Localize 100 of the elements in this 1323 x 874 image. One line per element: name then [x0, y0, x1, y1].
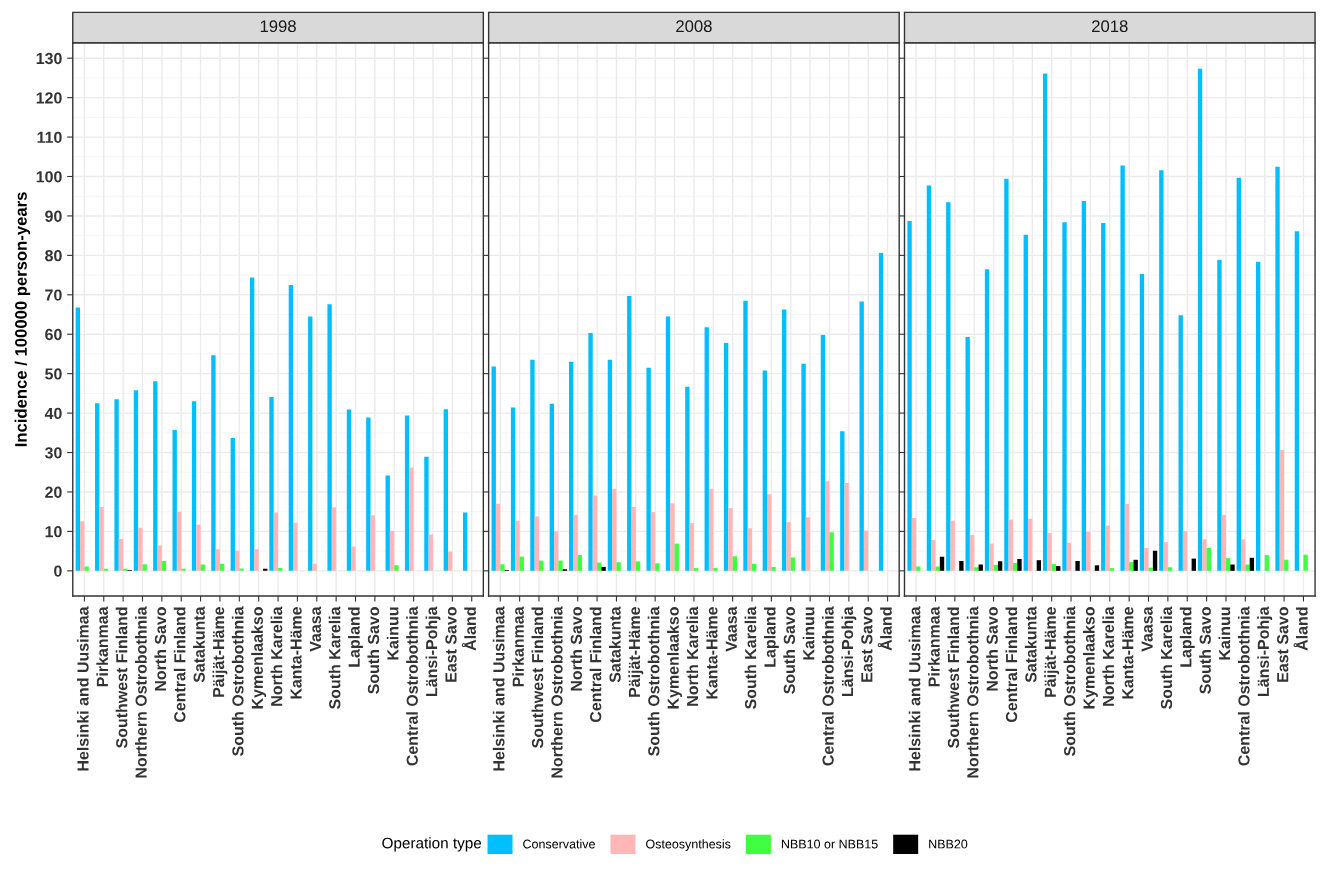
- bar: [1023, 234, 1028, 571]
- bar: [693, 568, 699, 571]
- bar: [157, 545, 162, 571]
- x-tick-label: East Savo: [445, 607, 457, 682]
- bar: [515, 520, 520, 571]
- x-tick-label: Kanta-Häme: [706, 607, 718, 699]
- bar: [713, 568, 718, 571]
- x-tick-label: Northern Ostrobothnia: [550, 606, 563, 778]
- bar: [1182, 531, 1188, 571]
- x-tick-label: Central Ostrobothnia: [406, 606, 418, 766]
- bar: [747, 528, 753, 571]
- x-tick-label: North Karelia: [686, 606, 699, 706]
- bar: [293, 522, 298, 571]
- legend-label: NBB10 or NBB15: [781, 839, 878, 849]
- bar: [916, 566, 921, 571]
- chart-title: 2008: [676, 20, 712, 33]
- bar: [278, 568, 283, 571]
- bar: [331, 507, 337, 571]
- bar: [1042, 73, 1048, 571]
- bar: [931, 540, 936, 571]
- bar: [993, 564, 998, 571]
- bar: [708, 488, 714, 571]
- bar: [196, 524, 201, 571]
- x-tick-label: South Ostrobothnia: [231, 606, 244, 756]
- bar: [569, 361, 574, 571]
- bar: [1230, 564, 1235, 571]
- bar: [1249, 557, 1255, 571]
- bar: [409, 467, 414, 571]
- x-tick-label: Central Finland: [589, 607, 602, 723]
- bar: [424, 456, 429, 571]
- bar: [670, 503, 675, 571]
- bar: [926, 185, 932, 571]
- bar: [558, 560, 563, 571]
- bar: [631, 506, 636, 571]
- bar: [366, 417, 371, 571]
- x-tick-label: North Savo: [986, 607, 998, 691]
- x-tick-label: Lapland: [348, 607, 363, 667]
- x-tick-label: North Karelia: [270, 606, 283, 706]
- bar: [133, 390, 139, 571]
- bar: [728, 508, 733, 571]
- bar: [607, 359, 613, 571]
- bar: [99, 506, 104, 571]
- x-tick-label: Länsi-Pohja: [425, 606, 441, 696]
- x-tick-label: Satakunta: [1024, 606, 1037, 683]
- x-tick-label: Southwest Finland: [115, 607, 128, 748]
- bar: [573, 514, 578, 571]
- bar: [732, 556, 737, 571]
- bar: [1202, 539, 1207, 571]
- x-tick-label: Kainuu: [802, 607, 815, 660]
- x-tick-label: North Savo: [154, 607, 167, 691]
- bar: [752, 563, 757, 571]
- bar: [1109, 568, 1115, 571]
- bar: [312, 563, 317, 571]
- y-tick-label: 130: [36, 52, 62, 65]
- x-tick-label: Central Finland: [1005, 607, 1018, 723]
- y-tick-label: 60: [45, 328, 62, 341]
- bar: [428, 534, 433, 571]
- bar: [989, 543, 994, 571]
- x-tick-label: Central Ostrobothnia: [822, 606, 834, 766]
- bar: [254, 549, 259, 571]
- bar: [346, 409, 352, 571]
- bar: [1178, 315, 1183, 571]
- bar: [1217, 260, 1222, 571]
- y-tick-label: 100: [36, 171, 62, 183]
- bar: [1264, 555, 1270, 571]
- bar: [723, 342, 729, 571]
- bar: [95, 403, 100, 571]
- bar: [1066, 542, 1072, 571]
- x-tick-label: East Savo: [1277, 607, 1289, 682]
- bar: [1129, 562, 1134, 571]
- bar: [601, 566, 606, 571]
- x-tick-label: Central Finland: [173, 607, 186, 723]
- x-tick-label: Åland: [461, 607, 476, 651]
- bar: [447, 551, 453, 571]
- bar: [911, 517, 917, 571]
- bar: [1133, 559, 1138, 571]
- bar: [463, 512, 468, 571]
- bar: [495, 503, 501, 571]
- bar: [172, 430, 177, 571]
- x-tick-label: Satakunta: [193, 606, 205, 683]
- x-tick-label: Länsi-Pohja: [841, 606, 857, 696]
- y-tick-label: 20: [45, 486, 62, 498]
- bar: [935, 566, 940, 571]
- x-tick-label: North Karelia: [1102, 606, 1115, 706]
- bar: [674, 543, 679, 571]
- y-tick-label: 120: [36, 92, 62, 104]
- bar: [273, 512, 279, 571]
- bar: [1004, 178, 1009, 571]
- bar: [219, 563, 225, 571]
- bar: [1036, 560, 1042, 571]
- x-tick-label: South Ostrobothnia: [647, 606, 660, 756]
- bar: [782, 309, 787, 571]
- bar: [1294, 231, 1300, 571]
- bar: [176, 511, 182, 571]
- y-tick-label: 40: [44, 407, 62, 420]
- bar: [1139, 273, 1145, 571]
- bar: [1236, 177, 1241, 571]
- bar: [939, 556, 945, 571]
- bar: [1075, 560, 1080, 571]
- bar: [1047, 532, 1052, 571]
